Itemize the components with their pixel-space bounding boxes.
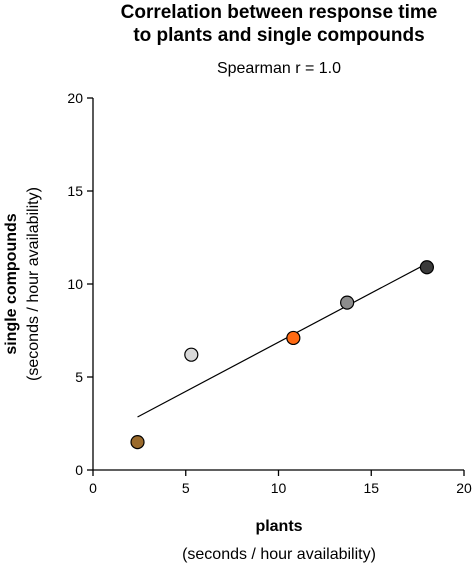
chart-title-line1: Correlation between response time <box>121 2 438 23</box>
x-axis-title: plants <box>255 518 302 535</box>
x-tick-label: 10 <box>271 480 287 496</box>
y-tick-label: 10 <box>67 276 83 292</box>
data-point-4 <box>340 295 355 310</box>
data-point-3 <box>286 330 301 346</box>
x-tick-label: 0 <box>89 480 97 496</box>
y-tick-label: 20 <box>67 90 83 106</box>
y-tick-label: 0 <box>75 462 83 478</box>
chart-subtitle: Spearman r = 1.0 <box>217 60 341 77</box>
y-axis-title: single compounds <box>3 213 20 354</box>
chart-title-line2: to plants and single compounds <box>133 25 424 46</box>
data-points <box>130 260 434 450</box>
y-ticks: 0 5 10 15 20 <box>67 90 93 478</box>
x-tick-label: 5 <box>182 480 190 496</box>
y-axis-subtitle: (seconds / hour availability) <box>25 187 42 381</box>
x-tick-label: 20 <box>456 480 472 496</box>
x-axis-subtitle: (seconds / hour availability) <box>182 546 376 563</box>
trend-line <box>137 263 428 418</box>
data-point-2 <box>184 347 199 362</box>
data-point-5 <box>419 260 434 275</box>
data-point-1 <box>130 435 145 450</box>
y-tick-label: 5 <box>75 369 83 385</box>
x-tick-label: 15 <box>363 480 379 496</box>
y-tick-label: 15 <box>67 183 83 199</box>
x-ticks: 0 5 10 15 20 <box>89 470 472 496</box>
